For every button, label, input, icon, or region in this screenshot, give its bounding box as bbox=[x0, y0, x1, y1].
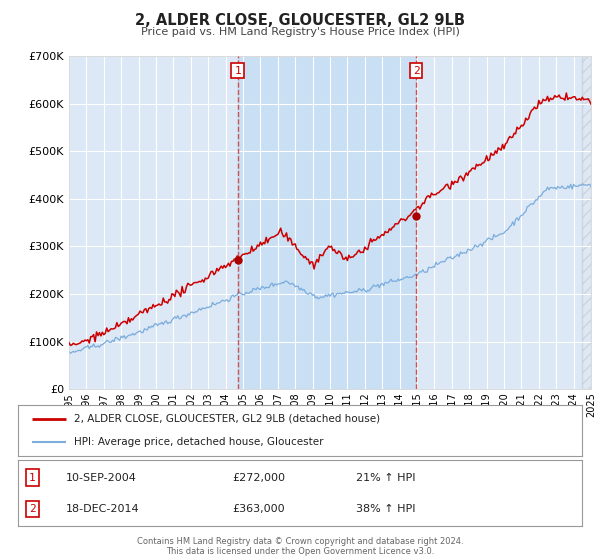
Text: 2, ALDER CLOSE, GLOUCESTER, GL2 9LB (detached house): 2, ALDER CLOSE, GLOUCESTER, GL2 9LB (det… bbox=[74, 414, 380, 424]
Text: 2: 2 bbox=[29, 504, 35, 514]
Text: 1: 1 bbox=[234, 66, 241, 76]
Text: 2: 2 bbox=[413, 66, 419, 76]
Text: £272,000: £272,000 bbox=[232, 473, 286, 483]
Text: 10-SEP-2004: 10-SEP-2004 bbox=[66, 473, 137, 483]
Text: Price paid vs. HM Land Registry's House Price Index (HPI): Price paid vs. HM Land Registry's House … bbox=[140, 27, 460, 37]
Text: 2, ALDER CLOSE, GLOUCESTER, GL2 9LB: 2, ALDER CLOSE, GLOUCESTER, GL2 9LB bbox=[135, 13, 465, 28]
Text: Contains HM Land Registry data © Crown copyright and database right 2024.: Contains HM Land Registry data © Crown c… bbox=[137, 537, 463, 546]
Text: This data is licensed under the Open Government Licence v3.0.: This data is licensed under the Open Gov… bbox=[166, 547, 434, 556]
Text: 21% ↑ HPI: 21% ↑ HPI bbox=[356, 473, 416, 483]
Text: £363,000: £363,000 bbox=[232, 504, 285, 514]
Text: 38% ↑ HPI: 38% ↑ HPI bbox=[356, 504, 416, 514]
Text: 1: 1 bbox=[29, 473, 35, 483]
Text: HPI: Average price, detached house, Gloucester: HPI: Average price, detached house, Glou… bbox=[74, 437, 324, 447]
Bar bbox=[238, 56, 416, 389]
Bar bbox=[238, 56, 416, 389]
Text: 18-DEC-2014: 18-DEC-2014 bbox=[66, 504, 140, 514]
Bar bbox=[582, 56, 591, 389]
